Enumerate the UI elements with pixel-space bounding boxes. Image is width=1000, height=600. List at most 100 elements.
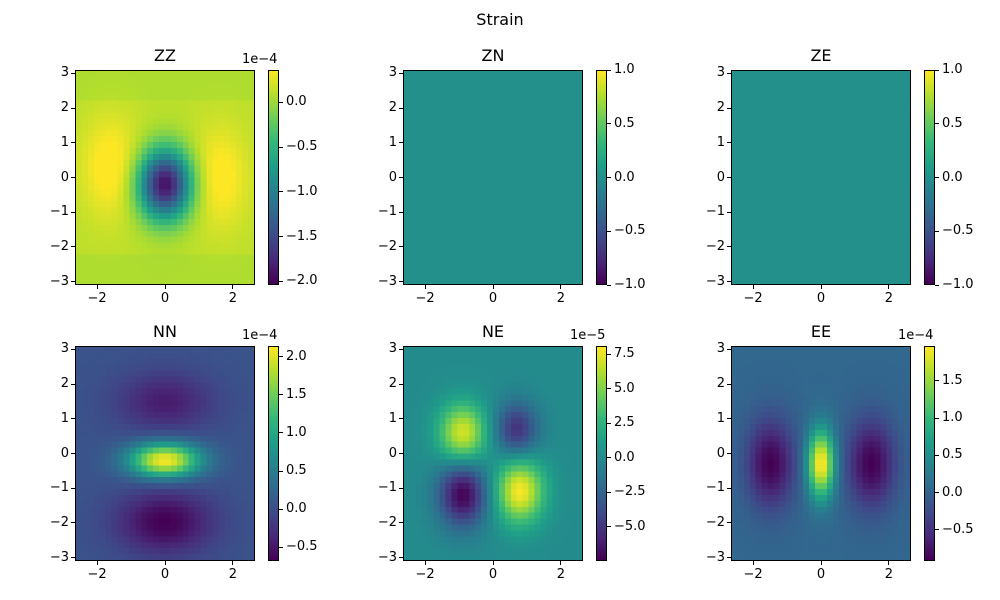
panel-zz-ytick-label: 3 <box>60 65 69 81</box>
panel-nn-colorbar-tick-label: 2.0 <box>286 348 307 364</box>
panel-nn-ytick-label: 1 <box>60 410 69 426</box>
panel-zz-ytick <box>71 246 75 248</box>
panel-nn-ytick <box>71 522 75 524</box>
panel-ze-ytick <box>727 72 731 74</box>
panel-nn-colorbar <box>268 346 279 561</box>
panel-zz-colorbar-tick <box>279 280 283 282</box>
panel-zn-ytick <box>399 246 403 248</box>
panel-ze-ytick <box>727 246 731 248</box>
panel-zz-xtick-label: 2 <box>228 291 238 306</box>
panel-zn-colorbar-tick-label: 1.0 <box>614 62 635 77</box>
panel-zn-colorbar-tick <box>607 284 611 286</box>
panel-zz-ytick-label: −2 <box>49 238 69 254</box>
panel-ne-ytick <box>399 383 403 385</box>
panel-zz-xtick <box>232 285 234 289</box>
panel-zz-title: ZZ <box>154 46 176 65</box>
panel-nn-xtick-label: 2 <box>228 567 238 582</box>
panel-zz-ytick-label: −3 <box>49 273 69 289</box>
panel-zz-ytick <box>71 72 75 74</box>
panel-nn-ytick <box>71 453 75 454</box>
panel-nn-colorbar-tick <box>279 432 283 434</box>
panel-nn-colorbar-tick-label: 0.5 <box>286 463 307 479</box>
panel-zn-title: ZN <box>481 46 505 65</box>
panel-zz-xtick-label: 0 <box>160 291 170 306</box>
panel-zz-xtick <box>96 285 98 289</box>
panel-nn-ytick <box>71 487 75 489</box>
panel-ne-xtick <box>560 561 562 565</box>
panel-zz-colorbar-tick <box>279 146 283 148</box>
panel-ze-colorbar-tick-label: 0.0 <box>942 169 963 185</box>
panel-ne-ytick-label: 3 <box>388 341 397 357</box>
panel-zn-heatmap <box>403 70 583 285</box>
panel-ee-heatmap <box>731 346 911 561</box>
panel-zz-ytick-label: 2 <box>60 100 69 116</box>
panel-ee-heatmap-cells <box>732 347 910 560</box>
panel-zn-ytick-label: 3 <box>388 65 397 81</box>
panel-ne-ytick-label: 2 <box>388 376 397 392</box>
panel-zz-heatmap <box>75 70 255 285</box>
panel-ee-colorbar-tick <box>935 454 939 456</box>
panel-ze-ytick <box>727 211 731 213</box>
panel-ze-xtick <box>752 285 754 289</box>
panel-ne-ytick <box>399 487 403 489</box>
panel-zn-ytick-label: −1 <box>377 204 397 220</box>
panel-zz-colorbar-scale: 1e−4 <box>242 52 278 67</box>
panel-ee-ytick-label: 2 <box>716 376 725 392</box>
panel-zn-ytick <box>399 281 403 283</box>
panel-ee-ytick-label: 1 <box>716 410 725 426</box>
panel-nn-colorbar-tick-label: 0.0 <box>286 501 307 517</box>
panel-nn-ytick-label: 0 <box>60 445 69 461</box>
panel-zz-ytick <box>71 142 75 144</box>
panel-ne-title: NE <box>481 322 505 341</box>
panel-ee-ytick <box>727 383 731 385</box>
panel-zn-colorbar-tick <box>607 177 611 178</box>
panel-zn-ytick-label: −2 <box>377 238 397 254</box>
panel-ne-colorbar-tick <box>607 526 611 528</box>
panel-ee-ytick <box>727 348 731 350</box>
panel-ze-heatmap <box>731 70 911 285</box>
panel-ne-colorbar-tick-label: 5.0 <box>614 380 635 396</box>
panel-nn-colorbar-tick <box>279 356 283 358</box>
panel-ze-colorbar-tick <box>935 177 939 178</box>
panel-zn-colorbar-tick <box>607 230 611 232</box>
panel-nn-ytick-label: −2 <box>49 514 69 530</box>
panel-zz-ytick <box>71 211 75 213</box>
panel-ee-colorbar-tick <box>935 417 939 419</box>
panel-nn-xtick <box>96 561 98 565</box>
panel-ze-xtick-label: −2 <box>743 291 763 306</box>
panel-ee-colorbar-tick-label: 1.5 <box>942 372 963 388</box>
panel-ee-ytick-label: −2 <box>705 514 725 530</box>
panel-zz-colorbar-tick <box>279 101 283 103</box>
panel-ze-ytick-label: 0 <box>716 169 725 185</box>
panel-zz-colorbar-tick <box>279 236 283 238</box>
panel-ee-xtick <box>820 561 822 565</box>
panel-ne-colorbar-scale: 1e−5 <box>570 328 606 343</box>
panel-nn-colorbar-tick-label: 1.5 <box>286 386 307 402</box>
panel-ee-xtick <box>752 561 754 565</box>
panel-ne-ytick <box>399 522 403 524</box>
panel-zz-ytick-label: −1 <box>49 204 69 220</box>
panel-ee-colorbar-tick <box>935 380 939 382</box>
panel-ne-ytick <box>399 348 403 350</box>
panel-nn-xtick-label: −2 <box>87 567 107 582</box>
panel-ee-colorbar-tick-label: 0.0 <box>942 484 963 500</box>
panel-ee-colorbar-tick-label: 0.5 <box>942 447 963 463</box>
panel-zn-xtick <box>424 285 426 289</box>
panel-ee-ytick <box>727 557 731 559</box>
panel-nn-colorbar-tick <box>279 394 283 396</box>
panel-ne-colorbar-tick-label: 0.0 <box>614 449 635 465</box>
panel-ee-ytick-label: −3 <box>705 549 725 565</box>
panel-ze-heatmap-cells <box>732 71 910 284</box>
panel-zn-xtick-label: −2 <box>415 291 435 306</box>
panel-ee-xtick-label: −2 <box>743 567 763 582</box>
panel-ne-ytick <box>399 557 403 559</box>
panel-ee-colorbar <box>924 346 935 561</box>
panel-zn-ytick <box>399 142 403 144</box>
panel-ze-colorbar-tick <box>935 123 939 125</box>
panel-ne-xtick <box>492 561 494 565</box>
panel-ne-colorbar-tick <box>607 422 611 424</box>
figure-title: Strain <box>476 10 524 29</box>
panel-ee-xtick-label: 2 <box>884 567 894 582</box>
panel-ze-xtick <box>888 285 890 289</box>
